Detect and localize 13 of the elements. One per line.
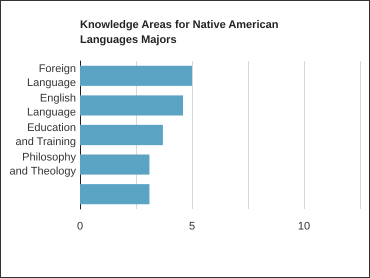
chart-title: Knowledge Areas for Native American Languages Majors [80,18,280,48]
x-tick-label: 0 [76,220,84,232]
y-tick-label: Philosophy and Theology [10,152,76,178]
y-tick-label: Education and Training [15,122,76,148]
bar [80,184,150,204]
x-tick-label: 10 [298,220,310,232]
x-tick-label: 5 [188,220,196,232]
bar [80,66,192,86]
y-tick-label: English Language [27,92,76,118]
bar [80,95,184,116]
bar [80,154,150,175]
y-tick-label: Foreign Language [27,62,76,89]
bar [80,124,163,146]
